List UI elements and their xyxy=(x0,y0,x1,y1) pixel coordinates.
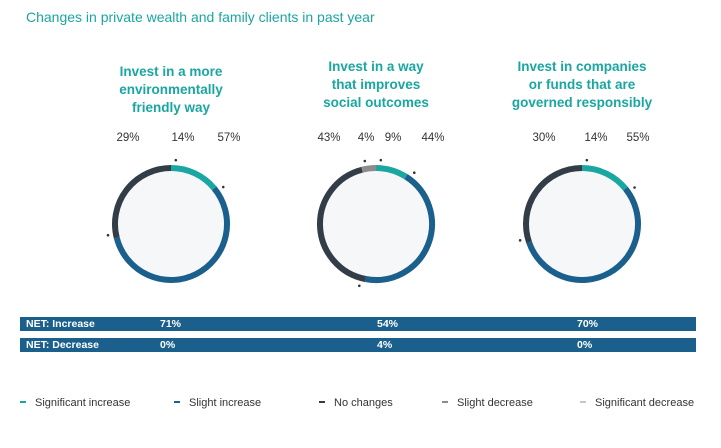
donut-segment-slight-increase xyxy=(526,186,641,283)
donut-segment-slight-increase xyxy=(113,186,230,283)
donut-segment-no-changes xyxy=(317,166,367,282)
leader-dot xyxy=(363,159,367,163)
legend-item-no-changes: No changes xyxy=(319,397,393,409)
segment-value-label: 9% xyxy=(385,132,402,144)
chart-title-line: or funds that are xyxy=(528,77,636,92)
net-increase-value: 70% xyxy=(577,318,599,330)
net-increase-row: NET: Increase 71% 54% 70% xyxy=(20,317,696,331)
legend-swatch xyxy=(442,401,448,404)
donut-segment-slight-increase xyxy=(364,174,435,283)
net-decrease-value: 0% xyxy=(577,339,593,351)
segment-value-label: 29% xyxy=(116,132,139,144)
chart-title-environment: Invest in a more environmentally friendl… xyxy=(81,63,261,117)
segment-value-label: 57% xyxy=(217,132,240,144)
chart-title-line: that improves xyxy=(331,77,421,92)
legend: Significant increase Slight increase No … xyxy=(0,397,721,411)
segment-value-label: 30% xyxy=(532,132,555,144)
leader-dot xyxy=(585,158,589,162)
legend-label: Slight increase xyxy=(189,397,262,409)
segment-value-label: 43% xyxy=(317,132,340,144)
leader-dot xyxy=(518,239,522,242)
legend-item-slight-decrease: Slight decrease xyxy=(442,397,533,409)
chart-title-social: Invest in a way that improves social out… xyxy=(286,58,466,112)
net-increase-value: 54% xyxy=(377,318,399,330)
leader-dot xyxy=(221,185,225,189)
leader-dot xyxy=(358,284,361,288)
donut-charts: 14% 57% 29% 9% 44% 43% 4% 14% 55% 30% xyxy=(106,132,650,288)
segment-value-label: 55% xyxy=(626,132,649,144)
legend-item-slight-increase: Slight increase xyxy=(174,397,261,409)
donut-segment-significant-increase xyxy=(375,165,408,180)
segment-value-label: 4% xyxy=(358,132,375,144)
chart-title-line: social outcomes xyxy=(323,95,429,110)
donut-segment-slight-decrease xyxy=(361,165,377,173)
chart-title-line: Invest in a more xyxy=(119,64,223,79)
chart-title-line: Invest in a way xyxy=(328,59,424,74)
chart-title-governance: Invest in companies or funds that are go… xyxy=(492,58,672,112)
chart-title-line: governed responsibly xyxy=(511,95,653,110)
leader-dot xyxy=(174,158,178,162)
donut-segment-no-changes xyxy=(112,165,172,239)
donut-segment-no-changes xyxy=(523,165,583,244)
chart-title-line: Invest in companies xyxy=(517,59,647,74)
leader-dot xyxy=(379,158,383,162)
donut-segment-significant-increase xyxy=(581,165,628,191)
legend-item-significant-decrease: Significant decrease xyxy=(580,397,694,409)
segment-value-label: 14% xyxy=(171,132,194,144)
net-decrease-row: NET: Decrease 0% 4% 0% xyxy=(20,338,696,352)
donut-center xyxy=(323,171,429,277)
net-decrease-label: NET: Decrease xyxy=(26,339,99,351)
legend-label: Significant decrease xyxy=(595,397,695,409)
leader-dot xyxy=(412,171,416,174)
net-increase-label: NET: Increase xyxy=(26,318,95,330)
legend-item-significant-increase: Significant increase xyxy=(20,397,130,409)
legend-swatch xyxy=(319,401,325,404)
net-decrease-value: 4% xyxy=(377,339,393,351)
donut-segment-significant-increase xyxy=(170,165,217,191)
legend-swatch xyxy=(580,401,586,404)
donut-center xyxy=(529,171,635,277)
legend-swatch xyxy=(174,401,180,404)
chart-title-line: environmentally xyxy=(119,82,223,97)
legend-label: No changes xyxy=(334,397,393,409)
legend-swatch xyxy=(20,401,26,404)
donut-center xyxy=(118,171,224,277)
page-title: Changes in private wealth and family cli… xyxy=(26,9,375,25)
segment-value-label: 14% xyxy=(584,132,607,144)
net-increase-value: 71% xyxy=(160,318,182,330)
chart-title-line: friendly way xyxy=(131,100,211,115)
segment-value-label: 44% xyxy=(421,132,444,144)
legend-label: Significant increase xyxy=(35,397,131,409)
net-decrease-value: 0% xyxy=(160,339,176,351)
leader-dot xyxy=(633,186,636,189)
legend-label: Slight decrease xyxy=(457,397,533,409)
leader-dot xyxy=(106,233,110,237)
